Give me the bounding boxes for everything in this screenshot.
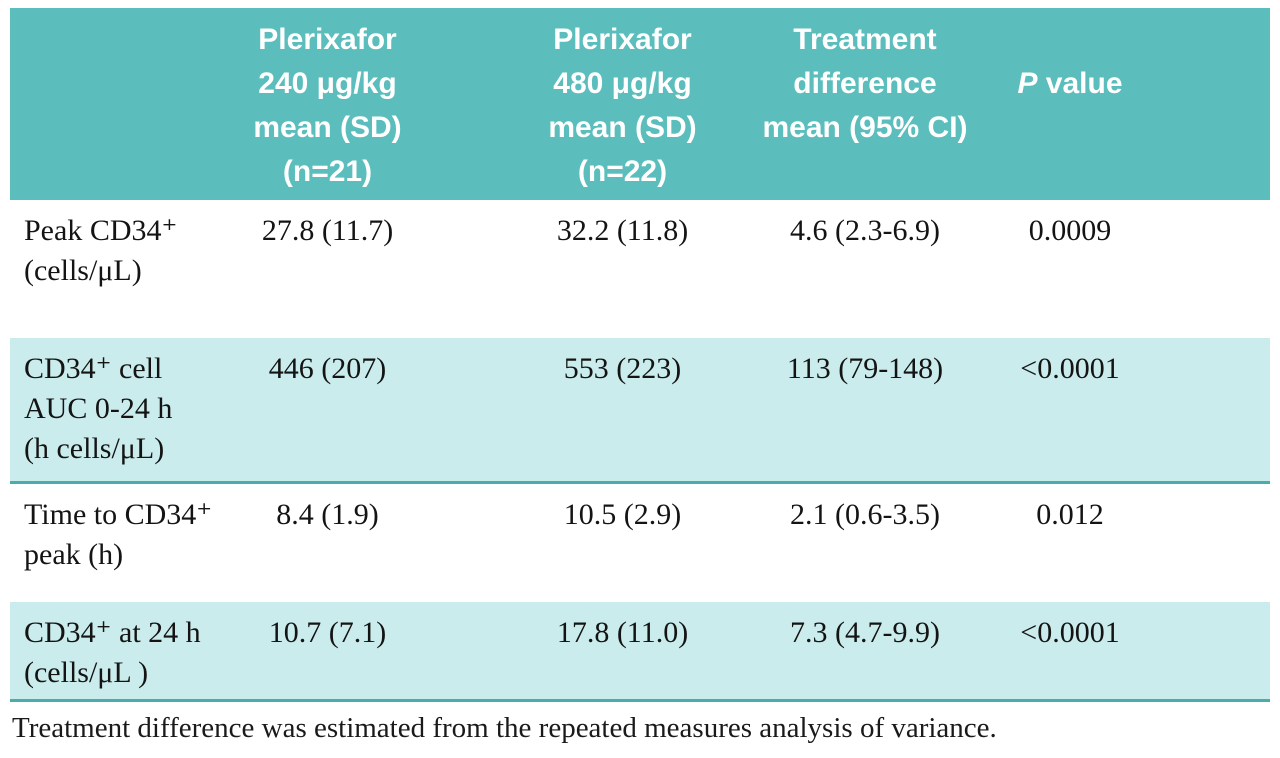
cell-dose480: 553 (223) [450, 338, 760, 484]
row-label: Peak CD34⁺ (cells/μL) [24, 214, 178, 287]
cell-p-value: 0.012 [1036, 497, 1104, 531]
header-empty-cell [10, 8, 250, 200]
header-plerixafor-240: Plerixafor 240 μg/kg mean (SD) (n=21) [250, 8, 450, 200]
table-footnote: Treatment difference was estimated from … [12, 712, 997, 744]
table-row-auc: CD34⁺ cell AUC 0-24 h (h cells/μL) 446 (… [10, 338, 1270, 484]
table-row-peak-cd34: Peak CD34⁺ (cells/μL) 27.8 (11.7) 32.2 (… [10, 200, 1270, 338]
cell-difference: 7.3 (4.7-9.9) [760, 602, 970, 702]
table-header: Plerixafor 240 μg/kg mean (SD) (n=21) Pl… [10, 8, 1270, 200]
header-treatment-difference: Treatment difference mean (95% CI) [760, 8, 970, 200]
cell-difference: 4.6 (2.3-6.9) [790, 214, 940, 247]
cell-p-value: 0.0009 [1028, 214, 1112, 247]
cell-dose240: 27.8 (11.7) [261, 214, 394, 247]
header-plerixafor-480: Plerixafor 480 μg/kg mean (SD) (n=22) [450, 8, 760, 200]
p-value-italic-p: P [1017, 67, 1038, 100]
results-table-figure: Plerixafor 240 μg/kg mean (SD) (n=21) Pl… [10, 8, 1270, 744]
cell-dose240: 8.4 (1.9) [276, 497, 379, 531]
cell-dose240: 446 (207) [250, 338, 450, 484]
table-row-time-to-peak: Time to CD34⁺ peak (h) 8.4 (1.9) 10.5 (2… [10, 482, 1270, 602]
cell-difference: 113 (79-148) [760, 338, 970, 484]
header-row: Plerixafor 240 μg/kg mean (SD) (n=21) Pl… [10, 8, 1270, 200]
row-label: CD34⁺ at 24 h (cells/μL ) [10, 602, 250, 702]
cell-dose480: 17.8 (11.0) [450, 602, 760, 702]
cell-dose480: 32.2 (11.8) [556, 214, 689, 247]
header-p-value: P value [970, 8, 1270, 200]
row-label: Time to CD34⁺ peak (h) [24, 497, 213, 571]
cell-p-value: <0.0001 [970, 338, 1270, 484]
cell-dose240: 10.7 (7.1) [250, 602, 450, 702]
cell-difference: 2.1 (0.6-3.5) [790, 497, 940, 531]
row-label: CD34⁺ cell AUC 0-24 h (h cells/μL) [10, 338, 250, 484]
table-body: Peak CD34⁺ (cells/μL) 27.8 (11.7) 32.2 (… [10, 200, 1270, 702]
cell-dose480: 10.5 (2.9) [563, 497, 682, 531]
plerixafor-results-table: Plerixafor 240 μg/kg mean (SD) (n=21) Pl… [10, 8, 1270, 702]
p-value-rest: value [1037, 67, 1123, 100]
cell-p-value: <0.0001 [970, 602, 1270, 702]
table-row-cd34-at-24h: CD34⁺ at 24 h (cells/μL ) 10.7 (7.1) 17.… [10, 602, 1270, 702]
